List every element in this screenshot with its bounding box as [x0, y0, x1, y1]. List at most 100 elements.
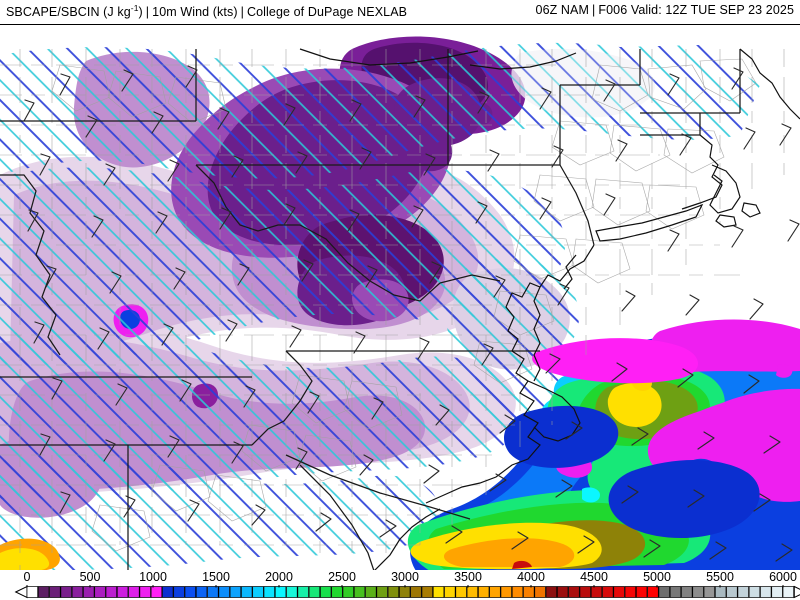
colorbar-swatch[interactable]	[173, 586, 185, 598]
colorbar-swatch[interactable]	[534, 586, 546, 598]
forecast-hour-label: F006	[598, 3, 628, 17]
colorbar-swatch[interactable]	[331, 586, 343, 598]
colorbar-swatch[interactable]	[207, 586, 219, 598]
colorbar-swatch[interactable]	[500, 586, 512, 598]
model-info: 06Z NAM | F006 Valid: 12Z TUE SEP 23 2025	[536, 3, 794, 17]
wind-barb	[621, 485, 639, 504]
colorbar-swatch[interactable]	[116, 586, 129, 598]
colorbar-swatch[interactable]	[71, 586, 84, 598]
colorbar-swatch[interactable]	[466, 586, 479, 598]
colorbar-swatch[interactable]	[421, 586, 433, 598]
weather-map-canvas[interactable]	[0, 24, 800, 572]
source-label: College of DuPage NEXLAB	[246, 5, 408, 20]
wind-barb	[161, 323, 174, 346]
map-header-bar: SBCAPE/SBCIN (J kg-1) | 10m Wind (kts) | Col…	[0, 0, 800, 24]
colorbar-swatch[interactable]	[297, 586, 309, 598]
colorbar-swatch[interactable]	[94, 586, 106, 598]
colorbar-swatches[interactable]	[0, 585, 800, 600]
colorbar-swatch[interactable]	[365, 586, 377, 598]
colorbar-swatch[interactable]	[782, 586, 795, 598]
colorbar-swatch[interactable]	[455, 586, 467, 598]
colorbar-swatch[interactable]	[703, 586, 716, 598]
colorbar-swatch[interactable]	[714, 586, 727, 598]
colorbar-swatch[interactable]	[568, 586, 580, 598]
colorbar-swatch[interactable]	[263, 586, 275, 598]
colorbar-swatch[interactable]	[49, 586, 61, 598]
colorbar-swatch[interactable]	[162, 586, 174, 598]
colorbar-swatch[interactable]	[624, 586, 637, 598]
colorbar-swatch[interactable]	[105, 586, 118, 598]
colorbar-swatch[interactable]	[523, 586, 535, 598]
wind-barb	[23, 99, 35, 122]
wind-barb	[545, 353, 561, 374]
colorbar-swatch[interactable]	[241, 586, 253, 598]
colorbar-swatch[interactable]	[342, 586, 354, 598]
coast-delaware-bay	[563, 254, 577, 290]
colorbar-swatch[interactable]	[195, 586, 208, 598]
wind-barb	[615, 139, 628, 162]
wind-barb	[103, 163, 116, 186]
wind-barb	[687, 489, 705, 508]
colorbar-swatch[interactable]	[511, 586, 524, 598]
colorbar-swatch[interactable]	[218, 586, 230, 598]
state-line-tn-east	[251, 350, 313, 446]
colorbar-swatch[interactable]	[376, 586, 388, 598]
colorbar-swatch[interactable]	[669, 586, 682, 598]
colorbar-swatch[interactable]	[139, 586, 151, 598]
wind-barb	[283, 103, 296, 126]
colorbar-swatch[interactable]	[545, 586, 558, 598]
colorbar-swatch[interactable]	[737, 586, 749, 598]
wind-barb	[167, 159, 180, 182]
colorbar-swatch[interactable]	[760, 586, 772, 598]
colorbar-swatch[interactable]	[26, 586, 39, 598]
wind-barb	[353, 331, 366, 354]
colorbar-swatch[interactable]	[229, 586, 242, 598]
colorbar-swatch[interactable]	[658, 586, 670, 598]
colorbar-swatch[interactable]	[692, 586, 704, 598]
colorbar-swatch[interactable]	[83, 586, 95, 598]
colorbar-swatch[interactable]	[647, 586, 659, 598]
ocean-cape-deepblue-pocket-2	[503, 405, 619, 468]
wind-barb	[121, 69, 134, 92]
colorbar-swatch[interactable]	[399, 586, 411, 598]
colorbar-swatch[interactable]	[432, 586, 445, 598]
colorbar-swatch[interactable]	[635, 586, 648, 598]
wind-barb	[45, 265, 57, 288]
colorbar-swatch[interactable]	[771, 586, 783, 598]
wind-barb	[539, 197, 552, 220]
colorbar-swatch[interactable]	[726, 586, 738, 598]
wind-barb	[417, 337, 430, 360]
colorbar-swatch[interactable]	[681, 586, 693, 598]
colorbar-swatch[interactable]	[274, 586, 287, 598]
colorbar-swatch[interactable]	[353, 586, 366, 598]
colorbar-swatch[interactable]	[410, 586, 422, 598]
wind-barb	[413, 95, 426, 118]
colorbar-swatch[interactable]	[444, 586, 456, 598]
wind-barb	[379, 519, 397, 538]
colorbar-swatch[interactable]	[590, 586, 603, 598]
wind-barb	[697, 431, 715, 450]
wind-barb	[51, 377, 63, 400]
wind-barb	[217, 107, 230, 130]
colorbar-swatch[interactable]	[477, 586, 490, 598]
colorbar-swatch[interactable]	[37, 586, 50, 598]
wind-barb	[225, 319, 238, 342]
colorbar-swatch[interactable]	[613, 586, 625, 598]
colorbar-swatch[interactable]	[128, 586, 140, 598]
colorbar-swatch[interactable]	[387, 586, 400, 598]
colorbar-swatch[interactable]	[320, 586, 332, 598]
colorbar-swatch[interactable]	[602, 586, 614, 598]
colorbar-swatch[interactable]	[489, 586, 501, 598]
wind-barb	[283, 203, 296, 226]
colorbar-swatch[interactable]	[556, 586, 569, 598]
colorbar-swatch[interactable]	[184, 586, 197, 598]
colorbar-swatch[interactable]	[286, 586, 298, 598]
wind-barb	[435, 404, 450, 426]
colorbar-swatch[interactable]	[579, 586, 591, 598]
product-name: SBCAPE/SBCIN	[6, 5, 100, 20]
colorbar-swatch[interactable]	[60, 586, 72, 598]
colorbar-swatch[interactable]	[748, 586, 761, 598]
colorbar-swatch[interactable]	[252, 586, 264, 598]
colorbar-swatch[interactable]	[150, 586, 163, 598]
colorbar-swatch[interactable]	[308, 586, 321, 598]
